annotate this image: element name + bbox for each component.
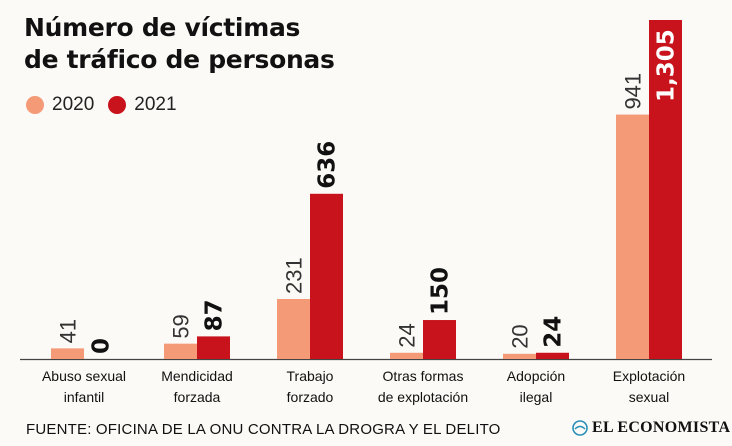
category-label-3-1: de explotación [378, 389, 468, 405]
publisher-emblem-icon [572, 420, 588, 436]
bar-2020-2 [277, 298, 310, 359]
category-label-5-0: Explotación [613, 368, 685, 384]
legend-swatch-2020 [26, 96, 44, 114]
value-label-2020-1: 59 [169, 314, 194, 338]
category-label-2-1: forzado [287, 389, 334, 405]
value-label-2021-4: 24 [541, 316, 567, 348]
bar-2021-1 [197, 336, 230, 359]
value-label-2020-0: 41 [56, 319, 81, 343]
source-note: FUENTE: OFICINA DE LA ONU CONTRA LA DROG… [26, 421, 501, 438]
legend-swatch-2021 [108, 96, 127, 114]
legend-item-2020: 2020 [26, 94, 94, 116]
category-label-5-1: sexual [629, 389, 669, 405]
value-label-2020-4: 20 [508, 324, 533, 348]
publisher-logo: EL ECONOMISTA [572, 419, 730, 437]
bar-2021-5 [649, 20, 682, 359]
legend: 2020 2021 [26, 94, 191, 116]
value-label-2020-5: 941 [621, 73, 646, 110]
category-label-1-1: forzada [174, 389, 221, 405]
category-label-1-0: Mendicidad [161, 368, 233, 384]
category-label-0-1: infantil [64, 389, 104, 405]
title-line-1: Número de víctimas [24, 13, 301, 42]
chart-title: Número de víctimas de tráfico de persona… [24, 12, 335, 76]
category-label-4-0: Adopción [507, 368, 565, 384]
legend-label-2020: 2020 [52, 94, 95, 115]
publisher-name: EL ECONOMISTA [592, 419, 731, 436]
legend-label-2021: 2021 [134, 94, 177, 115]
category-label-0-0: Abuso sexual [42, 368, 126, 384]
value-label-2021-5: 1,305 [654, 29, 680, 102]
title-line-2: de tráfico de personas [24, 45, 335, 74]
category-label-3-0: Otras formas [383, 368, 464, 384]
bar-2021-3 [423, 320, 456, 359]
bar-2020-3 [390, 352, 423, 359]
bar-2021-2 [310, 193, 343, 359]
value-label-2021-1: 87 [202, 299, 228, 331]
value-label-2020-2: 231 [282, 257, 307, 294]
category-label-4-1: ilegal [520, 389, 553, 405]
bar-2021-4 [536, 352, 569, 359]
category-label-2-0: Trabajo [287, 368, 334, 384]
legend-item-2021: 2021 [108, 94, 177, 116]
bar-2020-5 [616, 114, 649, 359]
bar-2020-1 [164, 343, 197, 359]
value-label-2021-2: 636 [315, 141, 341, 189]
bar-2020-4 [503, 353, 536, 359]
bar-2020-0 [51, 348, 84, 359]
value-label-2021-0: 0 [89, 338, 115, 354]
value-label-2020-3: 24 [395, 323, 420, 347]
value-label-2021-3: 150 [428, 267, 454, 315]
